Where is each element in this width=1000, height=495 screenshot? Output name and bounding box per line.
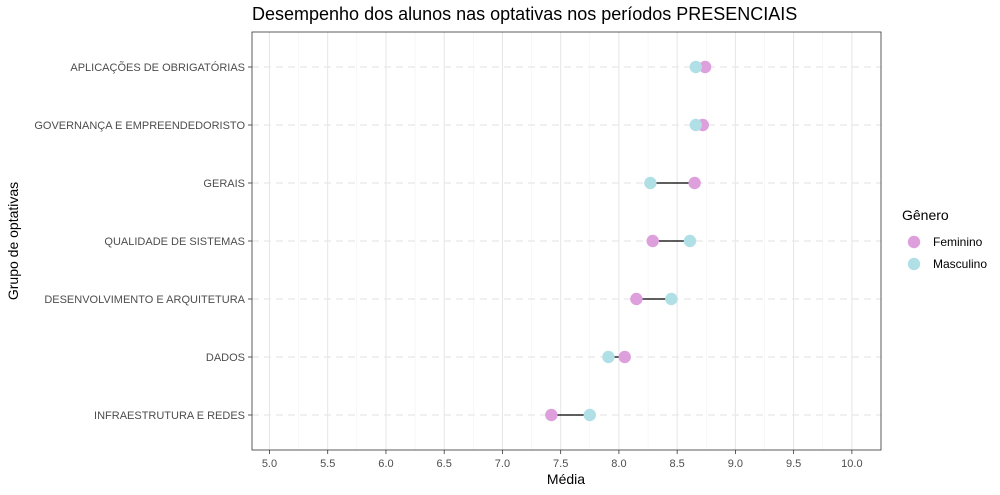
x-axis-title: Média [547,471,585,487]
legend: Gênero Feminino Masculino [902,207,987,271]
legend-label-masculino: Masculino [933,257,987,271]
y-tick-label: APLICAÇÕES DE OBRIGATÓRIAS [70,61,245,74]
x-tick-label: 8.0 [611,458,626,470]
point-feminino [698,60,712,74]
y-tick-label: GOVERNANÇA E EMPREENDEDORISTO [34,120,245,132]
x-tick-label: 9.5 [786,458,801,470]
point-masculino [689,60,702,74]
y-tick-label: DADOS [206,352,245,364]
y-axis-title: Grupo de optativas [5,182,21,300]
point-feminino [545,408,558,422]
point-feminino [618,350,631,364]
x-tick-label: 7.0 [495,458,510,470]
point-masculino [665,292,678,306]
x-tick-label: 5.0 [262,458,277,470]
axes: 5.0 5.5 6.0 6.5 7.0 7.5 8.0 8.5 9.0 9.5 10.0 APLICA… [34,31,882,470]
x-tick-label: 5.5 [320,458,335,470]
point-feminino [646,234,659,248]
legend-title: Gênero [902,207,949,223]
points [545,60,712,422]
x-tick-label: 6.5 [437,458,452,470]
point-masculino [689,118,702,132]
point-feminino [688,176,701,190]
point-masculino [602,350,615,364]
legend-label-feminino: Feminino [933,235,983,249]
x-tick-label: 6.0 [378,458,393,470]
point-masculino [683,234,697,248]
x-tick-label: 10.0 [841,458,862,470]
legend-items: Feminino Masculino [907,235,987,271]
legend-key-feminino [907,235,921,249]
y-tick-label: QUALIDADE DE SISTEMAS [104,236,245,248]
point-feminino [630,292,643,306]
x-tick-label: 9.0 [728,458,743,470]
point-masculino [644,176,657,190]
chart-title: Desempenho dos alunos nas optativas nos … [252,4,797,24]
x-tick-label: 8.5 [670,458,685,470]
legend-key-masculino [907,257,921,271]
y-tick-label: GERAIS [203,178,245,190]
y-tick-label: DESENVOLVIMENTO E ARQUITETURA [44,294,245,306]
x-tick-label: 7.5 [553,458,568,470]
y-tick-label: INFRAESTRUTURA E REDES [94,410,245,422]
point-masculino [583,408,596,422]
